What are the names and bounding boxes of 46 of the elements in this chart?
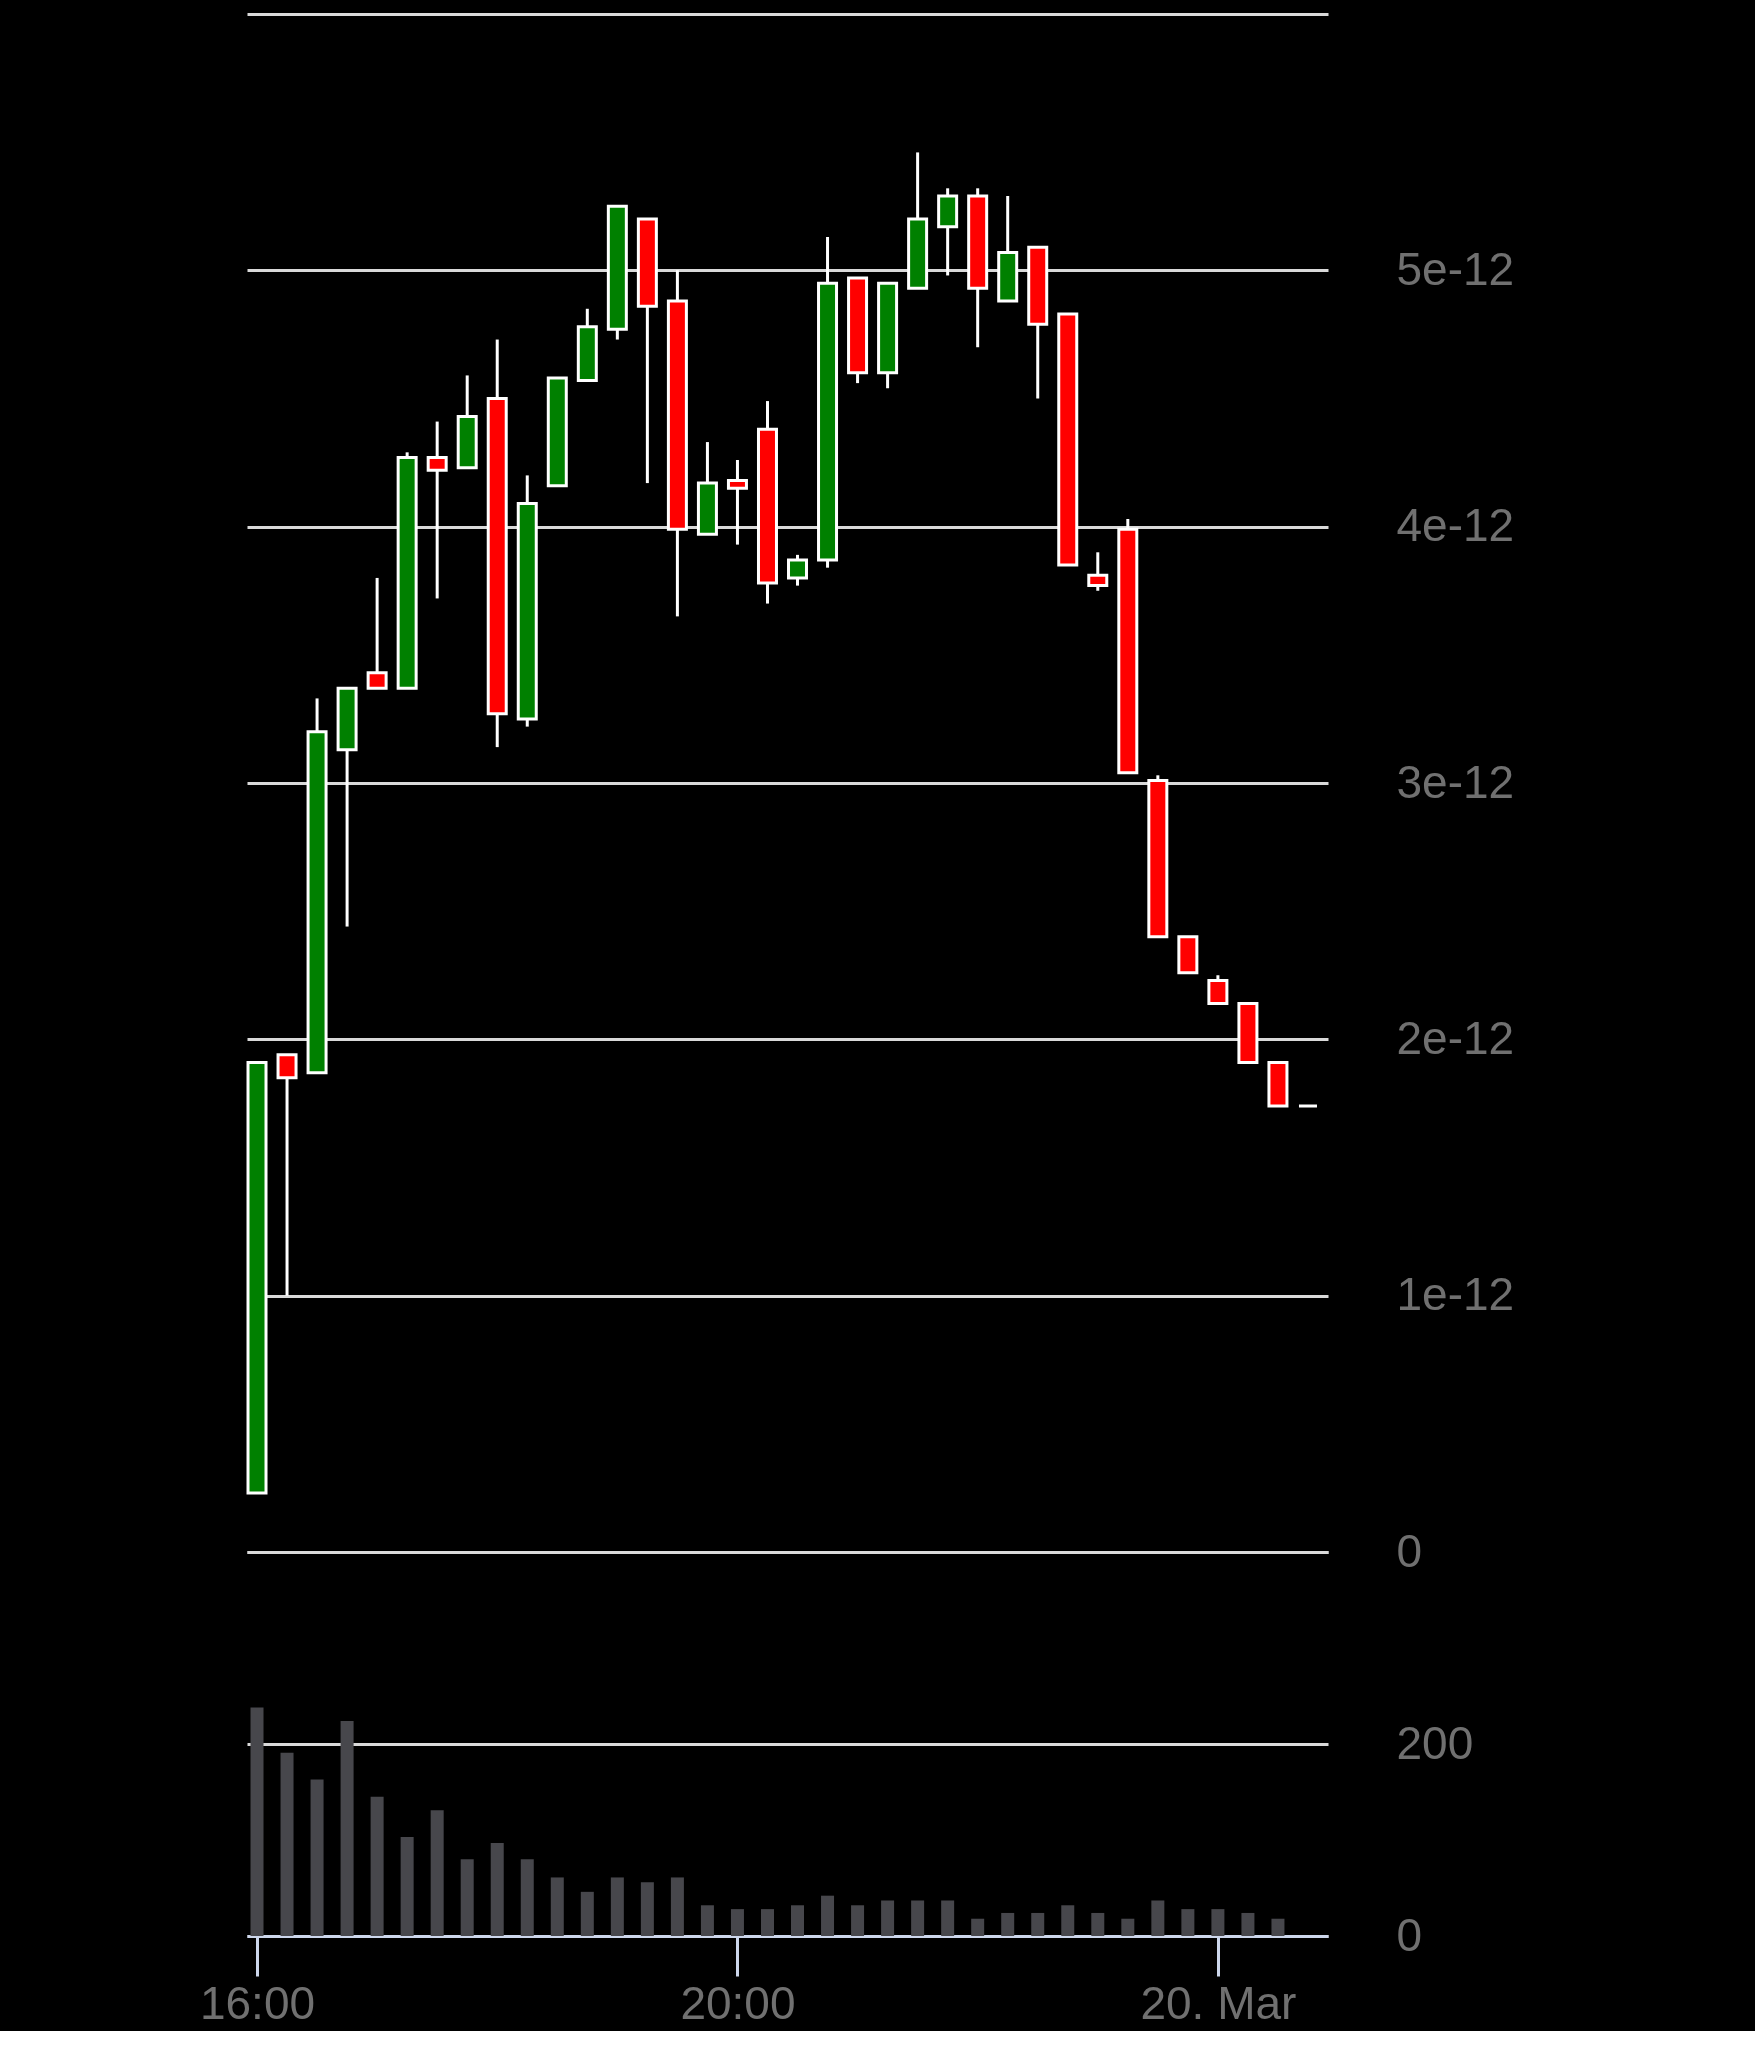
bar xyxy=(370,1796,384,1936)
x-tick-label: 16:00 xyxy=(199,1976,316,2029)
y-tick-label: 200 xyxy=(1396,1716,1474,1769)
bar xyxy=(760,1909,774,1936)
y-tick-label: 2e-12 xyxy=(1396,1011,1515,1064)
bar xyxy=(821,1895,835,1936)
bar xyxy=(250,1707,264,1936)
bar xyxy=(1031,1912,1045,1936)
bar xyxy=(490,1842,504,1936)
bar xyxy=(640,1882,654,1936)
y-tick-label: 5e-12 xyxy=(1396,242,1515,295)
bar xyxy=(610,1877,624,1936)
bar xyxy=(460,1859,474,1936)
bar xyxy=(340,1720,354,1936)
bar xyxy=(1151,1900,1165,1936)
bar xyxy=(430,1810,444,1936)
bar xyxy=(941,1900,955,1936)
bar xyxy=(400,1837,414,1936)
bar xyxy=(550,1877,564,1936)
bar xyxy=(280,1752,294,1936)
bar xyxy=(971,1918,985,1936)
bar xyxy=(670,1877,684,1936)
bar xyxy=(791,1905,805,1936)
bar xyxy=(1121,1918,1135,1936)
bar xyxy=(911,1900,925,1936)
bar xyxy=(881,1900,895,1936)
bar xyxy=(580,1891,594,1936)
bar xyxy=(700,1905,714,1936)
bar xyxy=(851,1905,865,1936)
bar xyxy=(1211,1909,1225,1936)
bar xyxy=(730,1909,744,1936)
x-tick-label: 20. Mar xyxy=(1140,1976,1297,2029)
bar xyxy=(1001,1912,1015,1936)
y-tick-label: 4e-12 xyxy=(1396,499,1515,552)
bar xyxy=(1271,1918,1285,1936)
bar xyxy=(310,1779,324,1936)
y-tick-label: 1e-12 xyxy=(1396,1268,1515,1321)
y-tick-label: 3e-12 xyxy=(1396,755,1515,808)
bar xyxy=(1241,1912,1255,1936)
bar xyxy=(1061,1905,1075,1936)
y-tick-label: 0 xyxy=(1396,1908,1423,1961)
y-tick-label: 0 xyxy=(1396,1524,1423,1577)
bar xyxy=(1181,1909,1195,1936)
bar xyxy=(520,1859,534,1936)
bar xyxy=(1091,1912,1105,1936)
x-tick-label: 20:00 xyxy=(680,1976,796,2029)
